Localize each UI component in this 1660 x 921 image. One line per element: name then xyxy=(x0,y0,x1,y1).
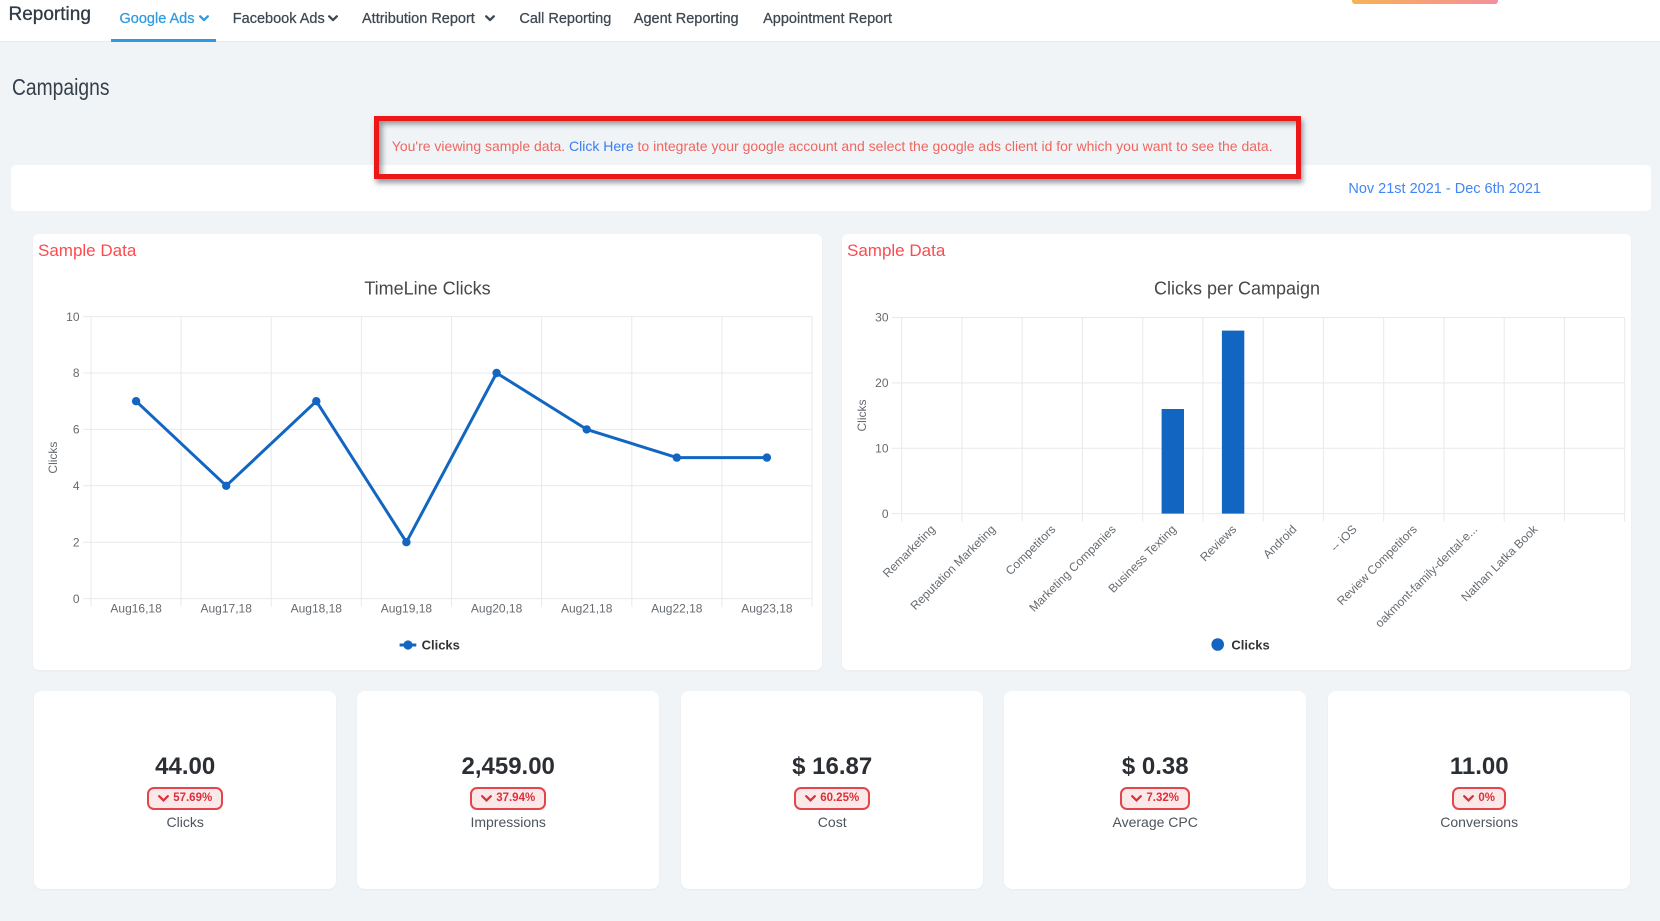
svg-text:Aug22,18: Aug22,18 xyxy=(651,602,703,616)
svg-text:10: 10 xyxy=(875,441,889,455)
svg-text:Clicks per Campaign: Clicks per Campaign xyxy=(1154,279,1320,299)
svg-text:0: 0 xyxy=(882,507,889,521)
svg-text:Reviews: Reviews xyxy=(1197,522,1239,564)
svg-text:Android: Android xyxy=(1260,522,1299,561)
svg-text:0: 0 xyxy=(73,592,80,606)
svg-text:Aug20,18: Aug20,18 xyxy=(471,602,523,616)
svg-text:6: 6 xyxy=(73,423,80,437)
svg-text:oakmont-family-dental-e...: oakmont-family-dental-e... xyxy=(1372,522,1480,630)
svg-text:Clicks: Clicks xyxy=(46,442,60,474)
svg-text:Aug18,18: Aug18,18 xyxy=(291,602,343,616)
svg-text:30: 30 xyxy=(875,311,889,325)
svg-text:Competitors: Competitors xyxy=(1003,522,1059,578)
svg-text:Clicks: Clicks xyxy=(855,400,869,432)
svg-text:Aug19,18: Aug19,18 xyxy=(381,602,433,616)
svg-text:TimeLine Clicks: TimeLine Clicks xyxy=(364,279,490,299)
svg-text:Clicks: Clicks xyxy=(1231,638,1269,653)
svg-text:Aug16,18: Aug16,18 xyxy=(110,602,162,616)
svg-text:10: 10 xyxy=(66,310,80,324)
svg-text:Clicks: Clicks xyxy=(422,638,460,653)
svg-text:Aug21,18: Aug21,18 xyxy=(561,602,613,616)
svg-text:-- iOS: -- iOS xyxy=(1328,522,1360,554)
svg-text:20: 20 xyxy=(875,376,889,390)
svg-text:2: 2 xyxy=(73,535,80,549)
svg-text:Aug17,18: Aug17,18 xyxy=(201,602,253,616)
svg-text:Aug23,18: Aug23,18 xyxy=(741,602,793,616)
svg-text:Remarketing: Remarketing xyxy=(880,522,938,580)
svg-text:8: 8 xyxy=(73,366,80,380)
svg-text:4: 4 xyxy=(73,479,80,493)
